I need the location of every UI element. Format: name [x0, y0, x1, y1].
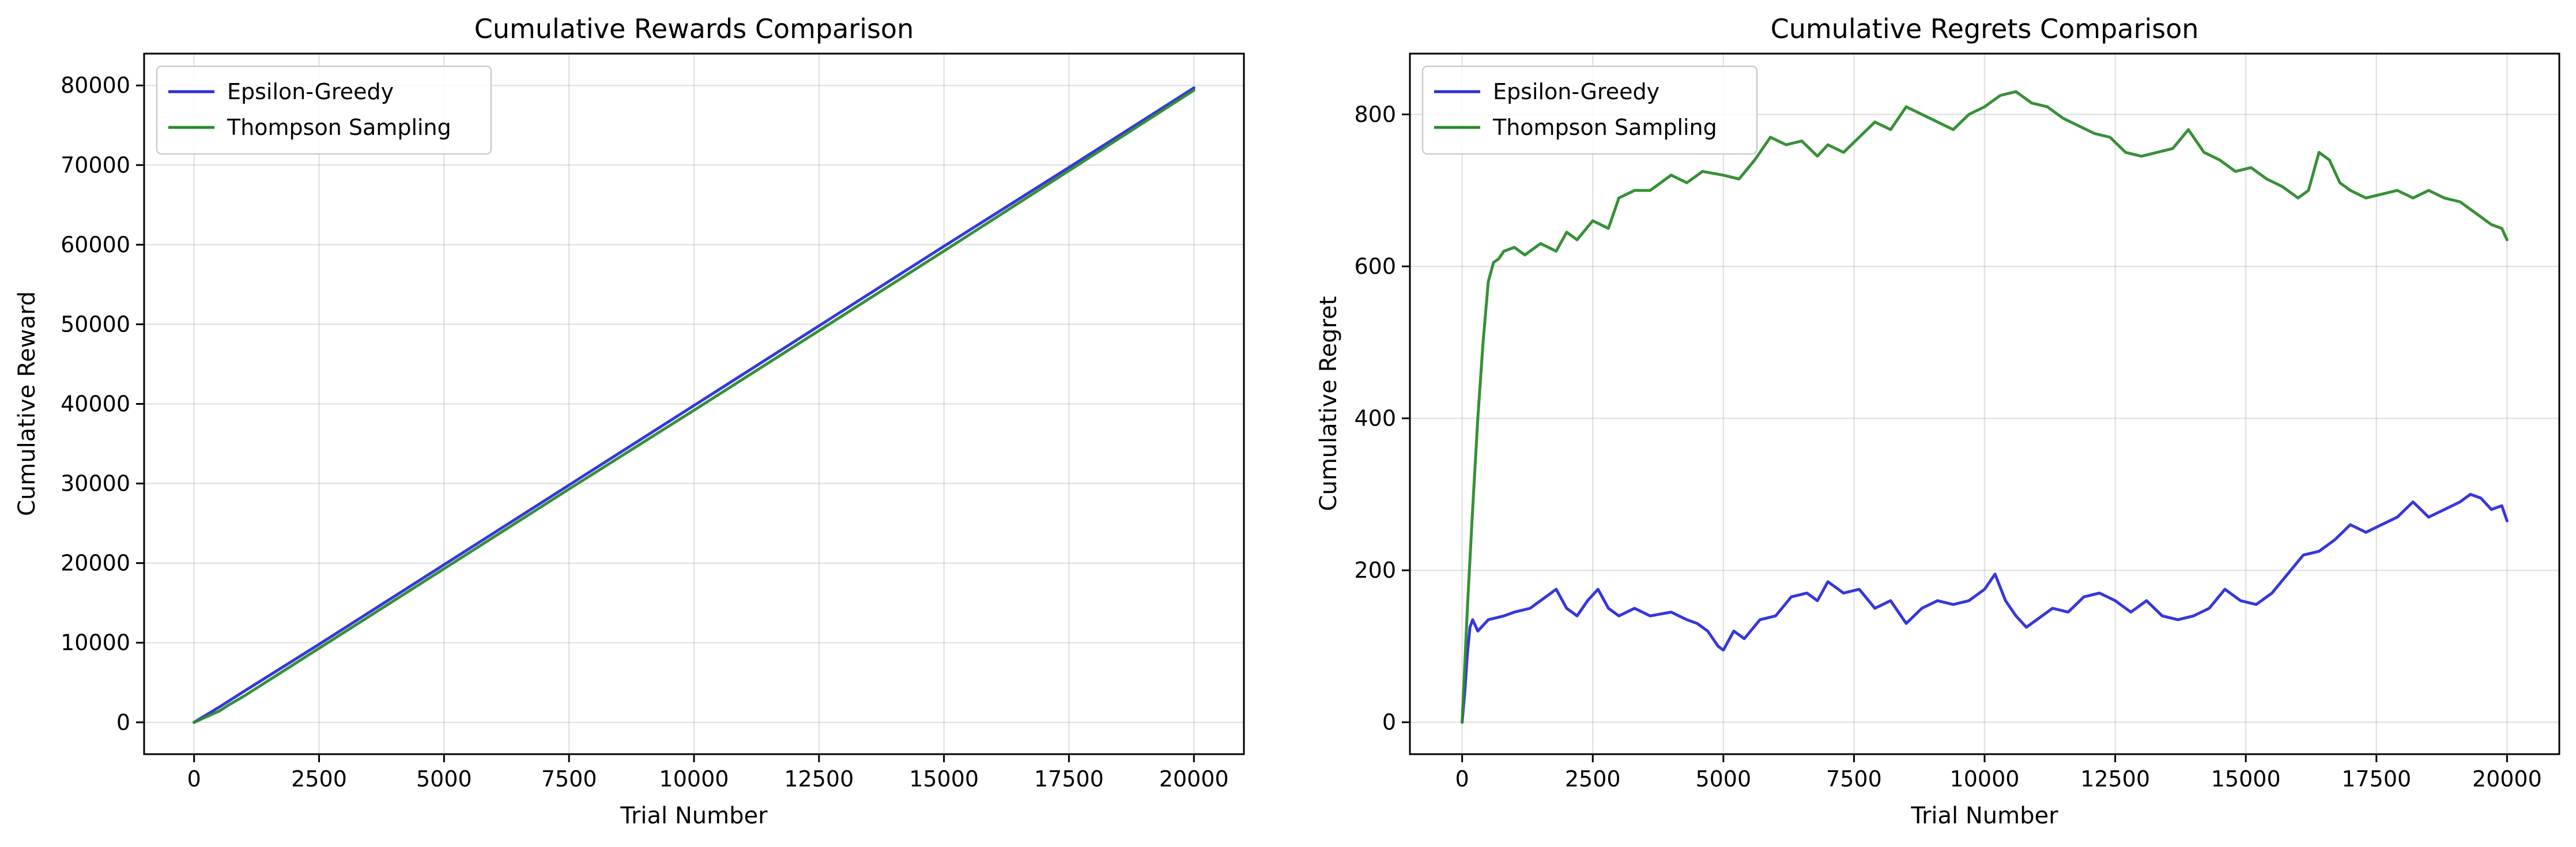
- rewards-y-ticks: 0 10000 20000 30000 40000 50000 60000 70000 8000…: [61, 73, 144, 735]
- rewards-series: [193, 86, 1195, 724]
- regrets-x-tick-label: 0: [1455, 766, 1469, 792]
- regrets-y-ticks: 0 200 400 600 800: [1354, 101, 1410, 735]
- rewards-x-tick-label: 7500: [541, 766, 597, 792]
- rewards-epsilon-greedy-line: [193, 86, 1195, 724]
- regrets-y-tick-label: 800: [1354, 101, 1396, 127]
- rewards-x-tick-label: 0: [187, 766, 201, 792]
- rewards-legend-box: [156, 65, 492, 155]
- rewards-chart-panel: Cumulative Rewards Comparison 0 2500 5000 7…: [14, 13, 1245, 829]
- regrets-x-tick-label: 12500: [2080, 766, 2150, 792]
- rewards-x-tick-label: 15000: [909, 766, 979, 792]
- rewards-x-axis-label: Trial Number: [620, 803, 768, 829]
- rewards-thompson-sampling-line: [193, 89, 1195, 724]
- rewards-x-tick-label: 10000: [659, 766, 729, 792]
- regrets-legend: Epsilon-Greedy Thompson Sampling: [1421, 65, 1758, 155]
- regrets-y-tick-label: 400: [1354, 406, 1396, 431]
- rewards-x-ticks: 0 2500 5000 7500 10000 12500 15000 17500 20000: [187, 754, 1229, 792]
- regrets-x-tick-label: 10000: [1950, 766, 2020, 792]
- regrets-legend-box: [1421, 65, 1758, 155]
- rewards-y-tick-label: 10000: [61, 630, 130, 656]
- regrets-x-tick-label: 5000: [1695, 766, 1751, 792]
- regrets-y-axis-label: Cumulative Regret: [1315, 296, 1342, 511]
- rewards-x-tick-label: 5000: [416, 766, 472, 792]
- rewards-y-axis-label: Cumulative Reward: [14, 291, 40, 516]
- regrets-legend-label-epsilon-greedy: Epsilon-Greedy: [1493, 79, 1659, 104]
- regrets-series: [1461, 90, 2509, 724]
- rewards-y-tick-label: 70000: [61, 152, 130, 178]
- regrets-legend-label-thompson-sampling: Thompson Sampling: [1492, 115, 1717, 140]
- regrets-epsilon-greedy-line: [1461, 492, 2509, 724]
- rewards-y-tick-label: 80000: [61, 73, 130, 98]
- rewards-y-tick-label: 50000: [61, 311, 130, 337]
- regrets-chart-title: Cumulative Regrets Comparison: [1771, 13, 2199, 44]
- regrets-thompson-sampling-line: [1461, 90, 2509, 724]
- regrets-x-tick-label: 17500: [2341, 766, 2411, 792]
- regrets-x-tick-label: 20000: [2472, 766, 2542, 792]
- rewards-legend: Epsilon-Greedy Thompson Sampling: [156, 65, 492, 155]
- rewards-x-tick-label: 2500: [291, 766, 347, 792]
- rewards-chart-title: Cumulative Rewards Comparison: [474, 13, 914, 44]
- rewards-y-tick-label: 0: [116, 710, 130, 735]
- rewards-legend-label-thompson-sampling: Thompson Sampling: [227, 115, 451, 140]
- rewards-grid: [144, 54, 1244, 754]
- regrets-x-tick-label: 15000: [2211, 766, 2281, 792]
- rewards-x-tick-label: 12500: [784, 766, 854, 792]
- rewards-x-tick-label: 20000: [1159, 766, 1229, 792]
- regrets-y-tick-label: 0: [1382, 710, 1396, 735]
- regrets-x-tick-label: 2500: [1565, 766, 1621, 792]
- regrets-chart-panel: Cumulative Regrets Comparison 0 2500 5000 7…: [1315, 13, 2560, 829]
- rewards-x-tick-label: 17500: [1034, 766, 1104, 792]
- regrets-x-tick-label: 7500: [1826, 766, 1882, 792]
- rewards-y-tick-label: 60000: [61, 232, 130, 257]
- rewards-y-tick-label: 40000: [61, 391, 130, 417]
- regrets-x-axis-label: Trial Number: [1910, 803, 2058, 829]
- rewards-legend-label-epsilon-greedy: Epsilon-Greedy: [227, 79, 394, 104]
- rewards-y-tick-label: 20000: [61, 551, 130, 576]
- rewards-y-tick-label: 30000: [61, 471, 130, 496]
- regrets-y-tick-label: 200: [1354, 558, 1396, 583]
- regrets-x-ticks: 0 2500 5000 7500 10000 12500 15000 17500 20000: [1455, 754, 2542, 792]
- regrets-y-tick-label: 600: [1354, 254, 1396, 279]
